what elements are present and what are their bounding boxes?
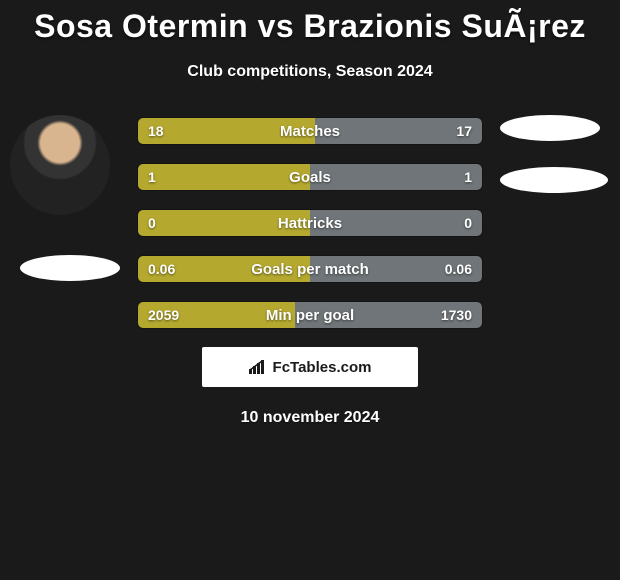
stat-value-left: 0 xyxy=(148,210,156,236)
comparison-infographic: Sosa Otermin vs Brazionis SuÃ¡rez Club c… xyxy=(0,0,620,427)
bar-chart-icon xyxy=(249,360,267,374)
stat-value-right: 17 xyxy=(456,118,472,144)
stat-bar: 20591730Min per goal xyxy=(137,301,483,329)
watermark-badge: FcTables.com xyxy=(202,347,418,387)
stat-value-right: 1 xyxy=(464,164,472,190)
stat-bar: 0.060.06Goals per match xyxy=(137,255,483,283)
player-right-name-pill-1 xyxy=(500,115,600,141)
stat-value-left: 0.06 xyxy=(148,256,175,282)
stat-value-left: 18 xyxy=(148,118,164,144)
page-title: Sosa Otermin vs Brazionis SuÃ¡rez xyxy=(0,8,620,45)
stat-bar-fill-left xyxy=(138,210,310,236)
stat-value-left: 2059 xyxy=(148,302,179,328)
stat-bar-fill-left xyxy=(138,118,315,144)
date-line: 10 november 2024 xyxy=(10,409,610,427)
stat-bar: 1817Matches xyxy=(137,117,483,145)
player-left-avatar xyxy=(10,115,110,215)
player-left-name-pill xyxy=(20,255,120,281)
stat-bar-fill-left xyxy=(138,164,310,190)
stat-value-right: 0.06 xyxy=(445,256,472,282)
stat-value-right: 1730 xyxy=(441,302,472,328)
stat-value-left: 1 xyxy=(148,164,156,190)
stat-bar: 00Hattricks xyxy=(137,209,483,237)
player-right-name-pill-2 xyxy=(500,167,608,193)
page-subtitle: Club competitions, Season 2024 xyxy=(0,63,620,81)
stat-bar: 11Goals xyxy=(137,163,483,191)
stat-value-right: 0 xyxy=(464,210,472,236)
body-area: 1817Matches11Goals00Hattricks0.060.06Goa… xyxy=(0,117,620,427)
watermark-text: FcTables.com xyxy=(273,359,372,376)
comparison-bars: 1817Matches11Goals00Hattricks0.060.06Goa… xyxy=(137,117,483,329)
stat-bar-fill-right xyxy=(310,210,482,236)
stat-bar-fill-right xyxy=(310,164,482,190)
